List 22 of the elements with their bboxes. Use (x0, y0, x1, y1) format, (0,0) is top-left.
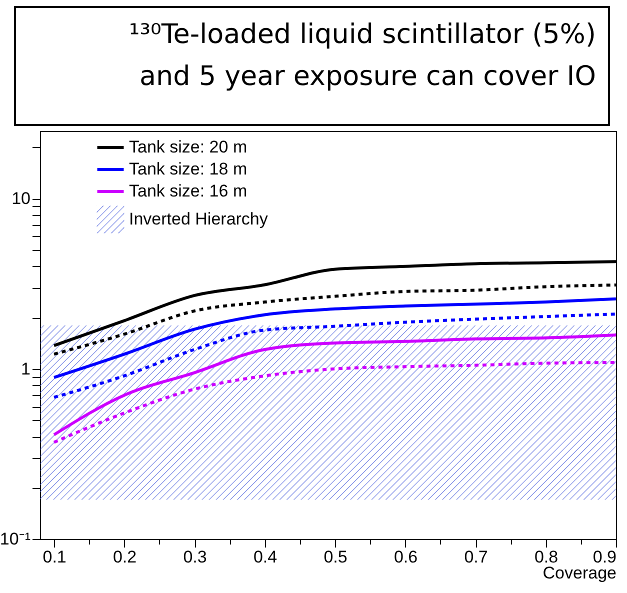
line-series (52, 297, 616, 379)
y-tick-label: 1 (21, 359, 30, 378)
x-tick-label: 0.9 (592, 548, 616, 566)
chart-title: ¹³⁰Te-loaded liquid scintillator (5%) and 5 year exposure can cover IO (14, 6, 610, 126)
legend-label: Tank size: 18 m (129, 160, 248, 178)
x-tick-label: 0.7 (464, 548, 488, 566)
x-axis-title: Coverage (542, 564, 616, 582)
x-tick-label: 0.5 (324, 548, 348, 566)
line-series (52, 312, 616, 399)
line-series (52, 334, 616, 436)
x-tick-label: 0.6 (394, 548, 418, 566)
legend-label: Tank size: 16 m (129, 182, 248, 200)
x-tick-label: 0.4 (253, 548, 278, 566)
y-tick-label: 10⁻¹ (0, 530, 31, 548)
legend-label: Inverted Hierarchy (129, 210, 268, 228)
line-series (52, 360, 616, 444)
y-tick-label: 10 (12, 189, 30, 208)
x-tick-label: 0.8 (534, 548, 558, 566)
x-tick-label: 0.1 (42, 548, 66, 566)
x-tick-label: 0.2 (112, 548, 137, 566)
legend-label: Tank size: 20 m (129, 138, 248, 156)
x-tick-label: 0.3 (183, 548, 207, 566)
